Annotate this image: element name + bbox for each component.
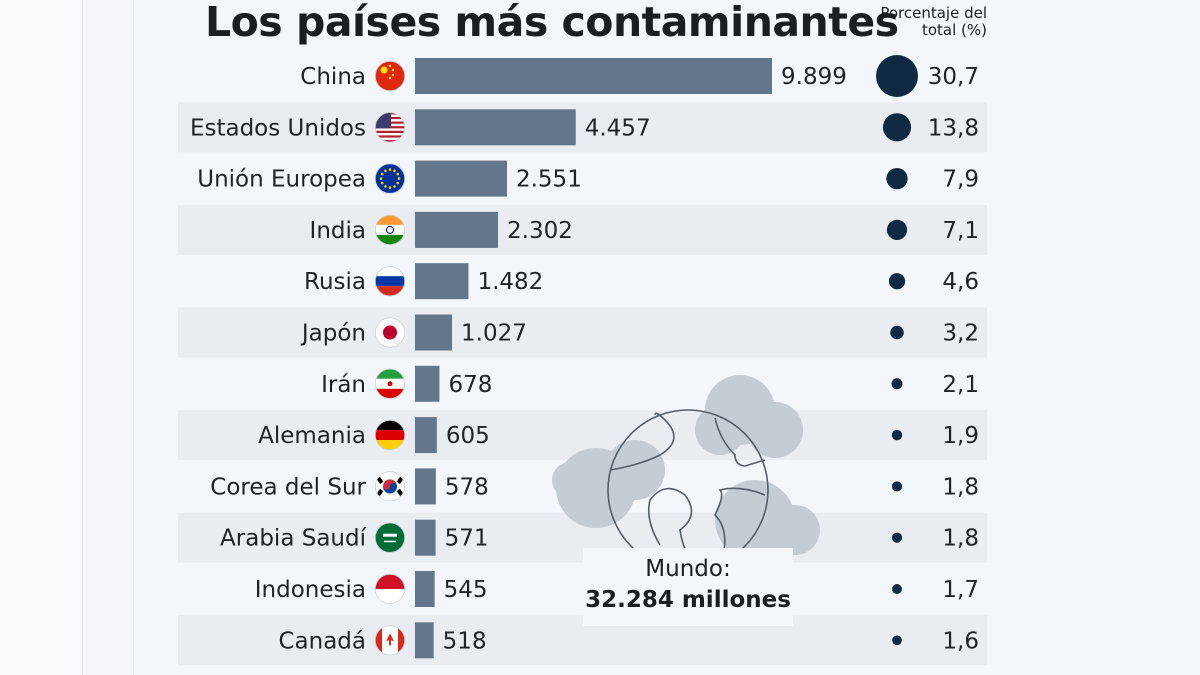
value-label: 2.551 — [516, 167, 582, 193]
globe-clouds-illustration — [552, 375, 820, 571]
bar-row: Estados Unidos 4.457 13,8 — [190, 109, 979, 146]
row-stripe — [178, 204, 987, 255]
bar-row: China 9.899 30,7 — [300, 55, 979, 97]
percent-label: 4,6 — [942, 269, 979, 295]
category-label: Arabia Saudí — [220, 526, 367, 552]
category-label: Unión Europea — [197, 167, 366, 193]
percent-label: 2,1 — [942, 372, 979, 398]
page-edge — [0, 0, 83, 675]
category-label: Corea del Sur — [210, 474, 366, 500]
flag-in-icon — [375, 214, 405, 245]
flag-id-icon — [375, 574, 405, 604]
bar-row: Rusia 1.482 4,6 — [304, 263, 979, 300]
value-label: 545 — [444, 577, 488, 603]
flag-ir-icon — [375, 368, 405, 399]
flag-kr-icon — [375, 471, 405, 502]
chart-title: Los países más contaminantes — [205, 0, 899, 46]
value-label: 678 — [448, 372, 492, 398]
percent-circle — [892, 584, 902, 594]
bar — [415, 160, 507, 197]
bar — [415, 417, 437, 454]
value-label: 4.457 — [585, 115, 651, 141]
row-stripe — [178, 307, 987, 358]
category-label: Canadá — [278, 628, 366, 654]
bar — [415, 622, 434, 659]
category-label: Japón — [300, 321, 366, 347]
world-total-annotation: Mundo: 32.284 millones — [583, 548, 793, 626]
category-label: India — [310, 218, 366, 244]
percent-label: 30,7 — [928, 64, 979, 90]
percent-label: 1,7 — [942, 577, 979, 603]
row-stripe — [178, 615, 987, 666]
percent-circle — [891, 532, 903, 543]
percent-circle — [886, 219, 908, 240]
value-label: 1.027 — [461, 321, 527, 347]
percent-circle — [876, 55, 918, 97]
page-edge-2 — [83, 0, 134, 675]
percent-label: 13,8 — [928, 115, 979, 141]
category-label: Alemania — [258, 423, 366, 449]
percent-label: 1,8 — [942, 474, 979, 500]
percent-label: 7,1 — [942, 218, 979, 244]
value-label: 2.302 — [507, 218, 573, 244]
world-label: Mundo: — [645, 556, 731, 582]
bar — [415, 314, 453, 351]
flag-jp-icon — [375, 317, 405, 348]
bar-row: Arabia Saudí 571 1,8 — [220, 519, 979, 556]
world-value: 32.284 millones — [585, 587, 791, 613]
percent-circle — [892, 635, 902, 646]
bar-row: India 2.302 7,1 — [310, 211, 979, 248]
percent-column-header: Porcentaje del total (%) — [880, 4, 987, 39]
percent-circle — [882, 113, 912, 142]
percent-label: 3,2 — [942, 321, 979, 347]
flag-sa-icon — [375, 522, 405, 553]
percent-label: 1,9 — [942, 423, 979, 449]
value-label: 571 — [445, 526, 489, 552]
bar — [415, 109, 576, 146]
category-label: Indonesia — [255, 577, 366, 603]
percent-circle — [891, 429, 903, 441]
value-label: 605 — [446, 423, 490, 449]
percent-label: 7,9 — [942, 167, 979, 193]
percent-circle — [886, 167, 908, 190]
flag-us-icon — [375, 112, 405, 143]
bar — [415, 365, 440, 402]
flag-cn-icon — [375, 61, 405, 91]
category-label: China — [300, 64, 366, 90]
bar — [415, 571, 435, 607]
percent-label: 1,6 — [942, 628, 979, 654]
value-label: 9.899 — [781, 64, 847, 90]
percent-circle — [891, 481, 903, 492]
category-label: Irán — [321, 372, 366, 398]
bar-row: Alemania 605 1,9 — [258, 417, 979, 454]
value-label: 1.482 — [477, 269, 543, 295]
bar-row: Indonesia 545 1,7 — [255, 571, 979, 607]
value-label: 578 — [445, 474, 489, 500]
category-label: Estados Unidos — [190, 115, 366, 141]
bar — [415, 468, 436, 505]
bar — [415, 211, 499, 248]
value-label: 518 — [443, 628, 487, 654]
flag-de-icon — [375, 420, 405, 451]
bar — [415, 58, 772, 94]
flag-eu-icon — [375, 163, 405, 194]
bar-row: Canadá 518 1,6 — [278, 622, 979, 659]
bar-row: Japón 1.027 3,2 — [300, 314, 979, 351]
bar — [415, 263, 469, 300]
bar-row: Corea del Sur 578 1,8 — [210, 468, 979, 505]
row-stripe — [178, 102, 987, 153]
percent-circle — [891, 378, 903, 390]
category-label: Rusia — [304, 269, 366, 295]
percent-circle — [888, 273, 906, 290]
percent-label: 1,8 — [942, 526, 979, 552]
bar — [415, 519, 436, 556]
bar-row: Irán 678 2,1 — [321, 365, 979, 402]
flag-ca-icon — [375, 625, 405, 656]
flag-ru-icon — [375, 266, 405, 297]
percent-circle — [890, 325, 904, 340]
bar-row: Unión Europea 2.551 7,9 — [197, 160, 979, 197]
